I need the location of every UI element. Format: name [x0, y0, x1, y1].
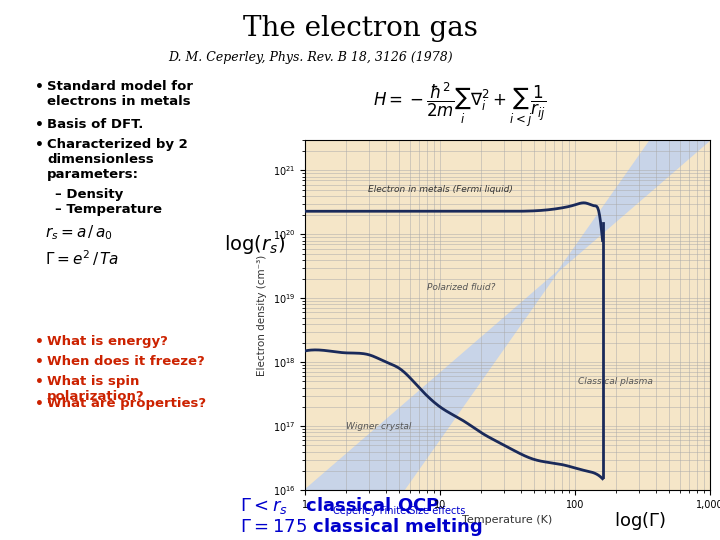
- Text: The electron gas: The electron gas: [243, 15, 477, 42]
- Text: •: •: [35, 118, 44, 132]
- Text: Polarized fluid?: Polarized fluid?: [427, 282, 495, 292]
- Text: $H = -\dfrac{\hbar^2}{2m}\sum_i \nabla_i^2 + \sum_{i<j}\dfrac{1}{r_{ij}}$: $H = -\dfrac{\hbar^2}{2m}\sum_i \nabla_i…: [374, 80, 546, 129]
- Text: •: •: [35, 80, 44, 94]
- Text: What is energy?: What is energy?: [47, 335, 168, 348]
- Text: $\log(r_s)$: $\log(r_s)$: [224, 233, 285, 256]
- Text: Characterized by 2
dimensionless
parameters:: Characterized by 2 dimensionless paramet…: [47, 138, 188, 181]
- Text: $r_s = a\,/\,a_0$: $r_s = a\,/\,a_0$: [45, 223, 113, 242]
- Text: Classical plasma: Classical plasma: [578, 377, 653, 386]
- Text: Standard model for
electrons in metals: Standard model for electrons in metals: [47, 80, 193, 108]
- X-axis label: Temperature (K): Temperature (K): [462, 515, 553, 525]
- Text: •: •: [35, 397, 44, 411]
- Text: Basis of DFT.: Basis of DFT.: [47, 118, 143, 131]
- Text: $\Gamma < r_s$   classical QCP: $\Gamma < r_s$ classical QCP: [240, 495, 440, 516]
- Polygon shape: [305, 140, 710, 490]
- Text: •: •: [35, 375, 44, 389]
- Text: – Temperature: – Temperature: [55, 203, 162, 216]
- Text: – Density: – Density: [55, 188, 123, 201]
- Text: Ceperley Finite Size effects: Ceperley Finite Size effects: [333, 506, 465, 516]
- Text: D. M. Ceperley, Phys. Rev. B 18, 3126 (1978): D. M. Ceperley, Phys. Rev. B 18, 3126 (1…: [168, 51, 452, 64]
- Text: Electron in metals (Fermi liquid): Electron in metals (Fermi liquid): [368, 185, 513, 194]
- Text: What are properties?: What are properties?: [47, 397, 206, 410]
- Text: $\Gamma = 175$ classical melting: $\Gamma = 175$ classical melting: [240, 516, 482, 538]
- Text: When does it freeze?: When does it freeze?: [47, 355, 204, 368]
- Text: $\log(\Gamma)$: $\log(\Gamma)$: [614, 510, 666, 532]
- Text: •: •: [35, 355, 44, 369]
- Text: Wigner crystal: Wigner crystal: [346, 422, 411, 430]
- Text: What is spin
polarization?: What is spin polarization?: [47, 375, 145, 403]
- Text: $\Gamma = e^2\,/\,Ta$: $\Gamma = e^2\,/\,Ta$: [45, 248, 120, 268]
- Text: •: •: [35, 335, 44, 349]
- Y-axis label: Electron density (cm⁻³): Electron density (cm⁻³): [257, 254, 267, 376]
- Text: •: •: [35, 138, 44, 152]
